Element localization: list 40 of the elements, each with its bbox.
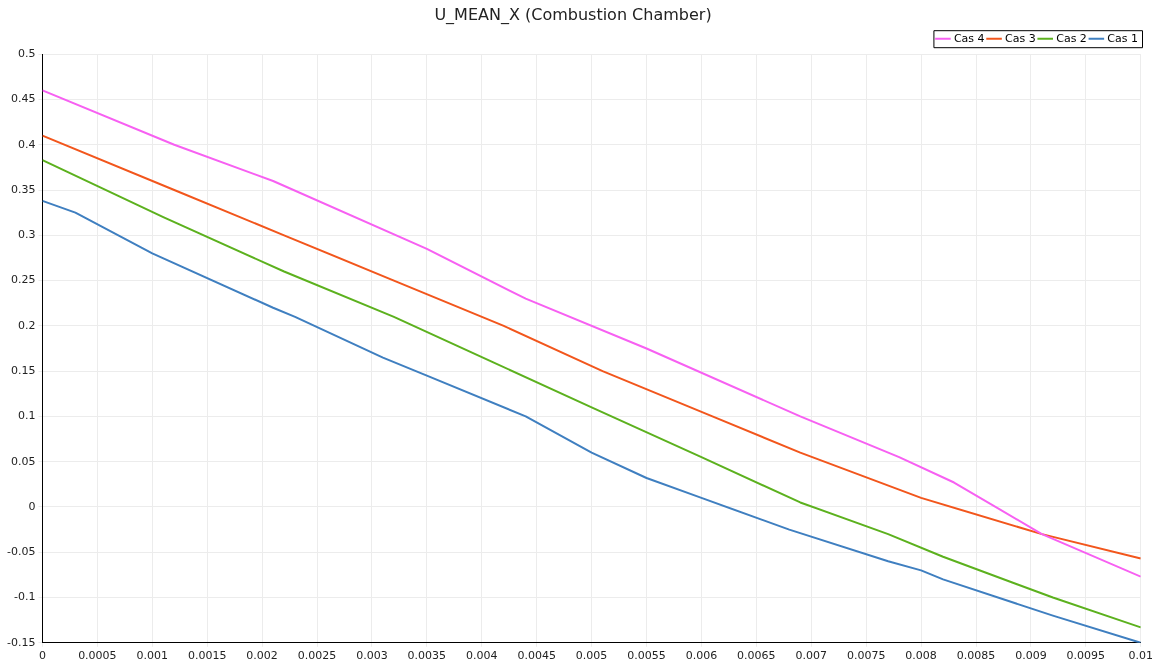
legend-label: Cas 4 xyxy=(953,31,985,45)
x-tick-label: 0.0015 xyxy=(187,649,227,663)
x-tick-label: 0.0055 xyxy=(627,649,666,663)
y-tick-label: 0.5 xyxy=(17,47,36,61)
x-tick-label: 0.0035 xyxy=(407,649,447,663)
y-tick-label: -0.05 xyxy=(6,545,36,559)
x-tick-label: 0.0075 xyxy=(846,649,886,663)
x-tick-label: 0.001 xyxy=(136,649,169,663)
y-tick-label: 0 xyxy=(28,499,36,513)
y-tick-label: 0.1 xyxy=(17,409,36,423)
x-tick-label: 0.009 xyxy=(1015,649,1047,663)
x-tick-label: 0 xyxy=(38,649,46,663)
x-tick-label: 0.003 xyxy=(356,649,388,663)
x-tick-label: 0.0085 xyxy=(956,649,996,663)
y-tick-label: 0.35 xyxy=(10,182,36,196)
x-tick-label: 0.006 xyxy=(685,649,718,663)
x-tick-label: 0.002 xyxy=(246,649,278,663)
y-tick-label: 0.2 xyxy=(17,318,36,332)
x-tick-label: 0.004 xyxy=(466,649,498,663)
legend-label: Cas 3 xyxy=(1005,31,1036,45)
y-tick-label: 0.3 xyxy=(17,228,36,242)
y-tick-label: 0.45 xyxy=(10,92,36,106)
x-tick-label: 0.005 xyxy=(575,649,608,663)
chart-title: U_MEAN_X (Combustion Chamber) xyxy=(434,4,712,25)
x-tick-label: 0.0045 xyxy=(517,649,556,663)
x-tick-label: 0.0025 xyxy=(297,649,337,663)
x-tick-label: 0.0005 xyxy=(78,649,117,663)
x-tick-label: 0.008 xyxy=(905,649,937,663)
x-tick-label: 0.0095 xyxy=(1066,649,1106,663)
y-tick-label: -0.15 xyxy=(6,635,36,649)
legend-label: Cas 1 xyxy=(1107,31,1139,45)
x-tick-label: 0.007 xyxy=(795,649,828,663)
legend-label: Cas 2 xyxy=(1056,31,1087,45)
y-tick-label: 0.25 xyxy=(10,273,36,287)
y-tick-label: 0.4 xyxy=(17,137,36,151)
x-tick-label: 0.0065 xyxy=(737,649,776,663)
y-tick-label: 0.05 xyxy=(10,454,36,468)
x-tick-label: 0.01 xyxy=(1128,649,1153,663)
y-tick-label: 0.15 xyxy=(10,364,36,377)
y-tick-label: -0.1 xyxy=(13,590,36,604)
